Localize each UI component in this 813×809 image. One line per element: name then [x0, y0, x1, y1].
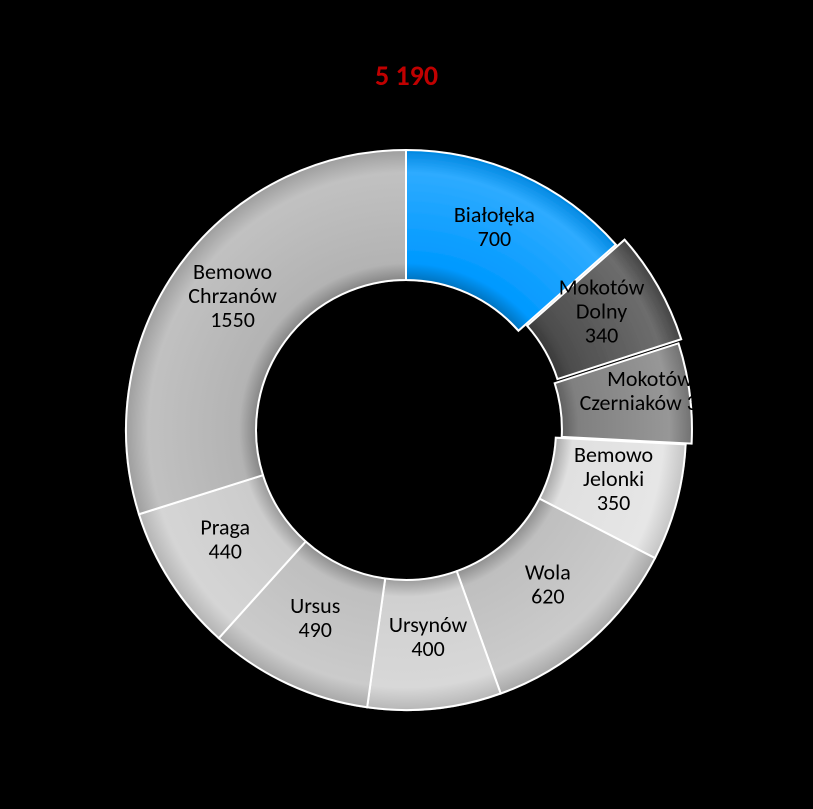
- donut-chart: Białołęka700MokotówDolny340MokotówCzerni…: [0, 0, 813, 809]
- chart-container: 5 190 Białołęka700MokotówDolny340Mokotów…: [0, 0, 813, 809]
- slice-label: Wola620: [525, 559, 571, 610]
- slice-bemowo-chrzanów: [126, 150, 406, 514]
